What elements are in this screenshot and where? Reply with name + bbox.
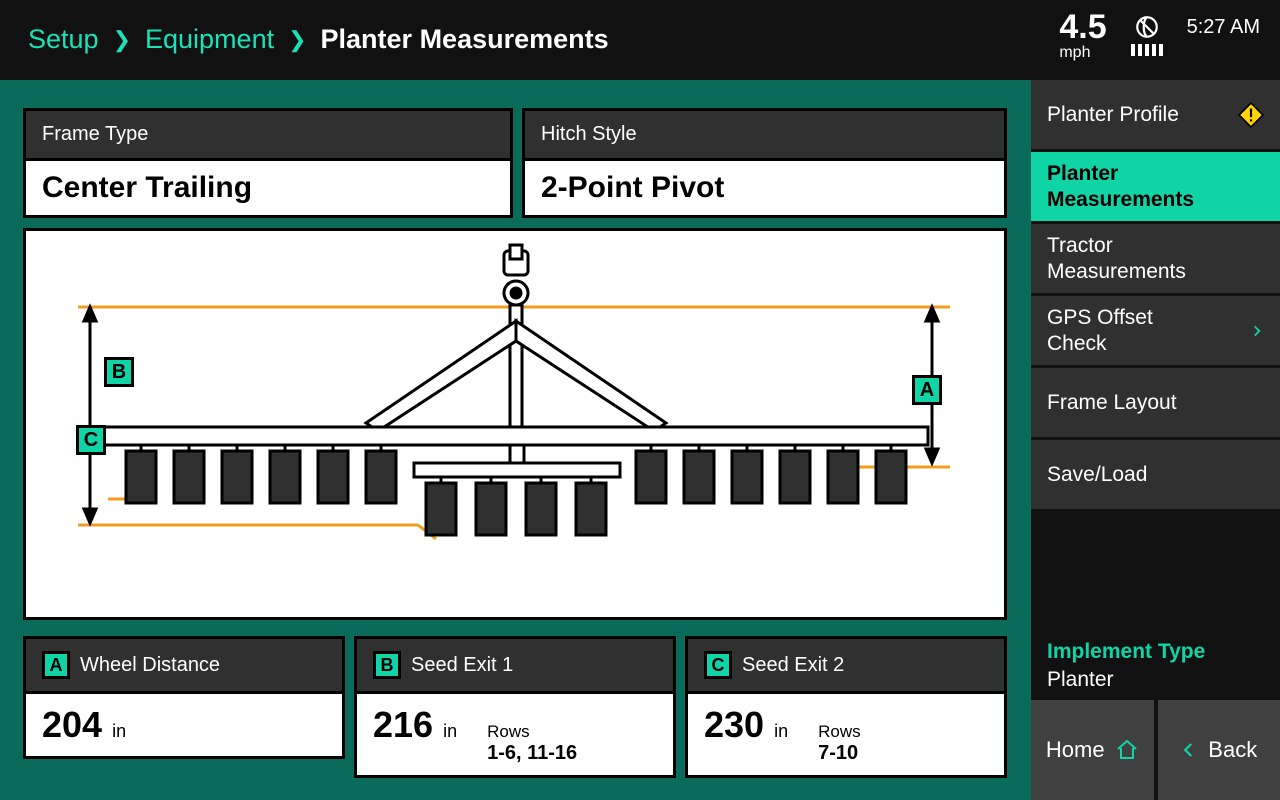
seed-exit-2-tag: C [704,651,732,679]
sidebar: Planter Profile Planter Measurements Tract… [1031,80,1280,800]
seed-exit-1-label: Seed Exit 1 [411,654,513,677]
breadcrumb-chevron-icon: ❯ [113,27,131,53]
breadcrumb-setup[interactable]: Setup [28,24,99,55]
diagram-tag-a: A [912,375,942,405]
back-label: Back [1208,737,1257,763]
breadcrumb-chevron-icon: ❯ [288,27,306,53]
wheel-distance-value: 204 [42,704,102,746]
wheel-distance-card[interactable]: A Wheel Distance 204 in [23,636,345,759]
sidebar-item-label: Save/Load [1047,462,1147,487]
seed-exit-1-tag: B [373,651,401,679]
planter-diagram: A B C [23,228,1007,620]
speed-value: 4.5 [1059,10,1106,44]
frame-type-label: Frame Type [42,123,148,146]
warning-icon [1238,102,1264,128]
frame-type-value: Center Trailing [42,171,252,205]
home-icon [1115,738,1139,762]
sidebar-item-tractor-measurements[interactable]: Tractor Measurements [1031,224,1280,296]
diagram-tag-c: C [76,425,106,455]
implement-type-value: Planter [1047,668,1264,692]
status-area: 4.5 mph 5:27 AM [1059,10,1260,62]
seed-exit-1-unit: in [443,721,457,742]
diagram-tag-b: B [104,357,134,387]
seed-exit-2-label: Seed Exit 2 [742,654,844,677]
sidebar-item-planter-measurements[interactable]: Planter Measurements [1031,152,1280,224]
hitch-style-value: 2-Point Pivot [541,171,724,205]
wheel-distance-label: Wheel Distance [80,654,220,677]
gps-signal [1131,10,1163,56]
signal-bars-icon [1131,44,1163,56]
hitch-style-card[interactable]: Hitch Style 2-Point Pivot [522,108,1007,218]
sidebar-item-frame-layout[interactable]: Frame Layout [1031,368,1280,440]
seed-exit-2-rows-label: Rows [818,722,861,742]
seed-exit-1-rows-label: Rows [487,722,577,742]
satellite-icon [1134,14,1160,40]
chevron-left-icon [1180,738,1198,762]
chevron-right-icon [1250,320,1264,342]
sidebar-item-label: Planter Profile [1047,102,1179,127]
breadcrumb-current: Planter Measurements [321,24,609,55]
breadcrumb: Setup ❯ Equipment ❯ Planter Measurements [28,24,609,55]
sidebar-item-gps-offset-check[interactable]: GPS Offset Check [1031,296,1280,368]
seed-exit-2-value: 230 [704,704,764,746]
home-label: Home [1046,737,1105,763]
home-button[interactable]: Home [1031,700,1154,800]
speed-unit: mph [1059,44,1106,62]
sidebar-item-save-load[interactable]: Save/Load [1031,440,1280,512]
seed-exit-1-value: 216 [373,704,433,746]
sidebar-item-planter-profile[interactable]: Planter Profile [1031,80,1280,152]
implement-type-block: Implement Type Planter [1031,630,1280,702]
speed-readout: 4.5 mph [1059,10,1106,62]
back-button[interactable]: Back [1158,700,1280,800]
main-content: Frame Type Center Trailing Hitch Style 2… [0,80,1031,800]
breadcrumb-equipment[interactable]: Equipment [145,24,274,55]
sidebar-list: Planter Profile Planter Measurements Tract… [1031,80,1280,512]
implement-type-label: Implement Type [1047,640,1264,664]
sidebar-item-label: Planter Measurements [1047,161,1217,211]
seed-exit-1-card[interactable]: B Seed Exit 1 216 in Rows 1-6, 11-16 [354,636,676,778]
top-bar: Setup ❯ Equipment ❯ Planter Measurements… [0,0,1280,80]
seed-exit-2-rows-value: 7-10 [818,742,861,765]
wheel-distance-unit: in [112,721,126,742]
sidebar-item-label: Frame Layout [1047,390,1177,415]
seed-exit-2-unit: in [774,721,788,742]
clock: 5:27 AM [1187,10,1260,39]
frame-type-card[interactable]: Frame Type Center Trailing [23,108,513,218]
sidebar-item-label: Tractor Measurements [1047,233,1217,283]
sidebar-item-label: GPS Offset Check [1047,305,1217,355]
seed-exit-2-card[interactable]: C Seed Exit 2 230 in Rows 7-10 [685,636,1007,778]
seed-exit-1-rows-value: 1-6, 11-16 [487,742,577,765]
wheel-distance-tag: A [42,651,70,679]
hitch-style-label: Hitch Style [541,123,637,146]
